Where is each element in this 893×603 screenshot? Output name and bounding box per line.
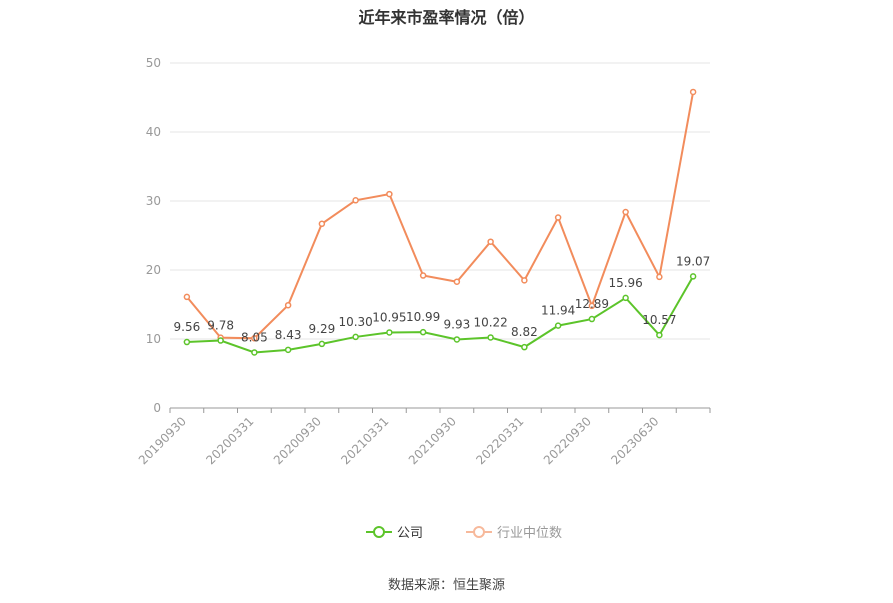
chart-title: 近年来市盈率情况（倍）	[358, 8, 535, 27]
x-tick-label: 20210930	[406, 414, 459, 467]
data-label: 12.89	[575, 297, 609, 311]
data-label: 8.43	[275, 328, 302, 342]
data-label: 9.29	[309, 322, 336, 336]
company-point	[588, 315, 596, 323]
data-source: 数据来源：恒生聚源	[387, 578, 505, 593]
company-point	[689, 273, 697, 280]
y-tick-label: 20	[146, 263, 161, 277]
company-point	[521, 343, 528, 351]
x-tick-label: 20200930	[271, 414, 324, 467]
industry-series-line	[186, 91, 695, 340]
company-series-line	[186, 275, 694, 354]
legend-industry-label: 行业中位数	[497, 526, 562, 541]
industry-point	[251, 335, 258, 342]
legend-company-label: 公司	[397, 526, 423, 541]
company-point	[622, 294, 629, 302]
company-point	[217, 337, 224, 344]
company-point	[656, 331, 663, 339]
data-label: 9.56	[174, 320, 201, 334]
industry-point	[352, 197, 359, 204]
y-tick-label: 10	[146, 332, 161, 346]
data-label: 11.94	[541, 304, 575, 318]
data-label: 10.95	[372, 310, 406, 324]
company-point	[183, 338, 191, 346]
company-point	[251, 349, 258, 356]
company-point	[487, 334, 494, 341]
x-tick-label: 20210331	[338, 414, 391, 467]
data-label: 19.07	[676, 254, 710, 268]
industry-point	[453, 278, 461, 285]
industry-point	[521, 277, 528, 284]
industry-point	[284, 301, 292, 309]
data-label: 10.99	[406, 310, 440, 324]
x-tick-label: 20220331	[473, 414, 526, 467]
data-label: 9.93	[444, 317, 471, 331]
industry-point	[318, 220, 326, 228]
industry-point	[656, 273, 663, 281]
legend-industry-marker	[473, 526, 485, 538]
x-tick-label: 20230630	[608, 414, 661, 467]
company-point	[554, 322, 562, 329]
data-label: 8.05	[241, 330, 268, 344]
data-label: 10.22	[473, 315, 507, 329]
industry-point	[183, 293, 191, 301]
y-tick-label: 30	[146, 194, 161, 208]
x-tick-label: 20200331	[203, 414, 256, 467]
data-label: 15.96	[608, 276, 642, 290]
industry-point	[689, 88, 697, 96]
legend-company-marker	[373, 526, 385, 538]
industry-point	[554, 214, 562, 221]
industry-point	[419, 272, 427, 279]
industry-point	[622, 208, 629, 216]
data-label: 10.30	[338, 315, 372, 329]
y-tick-label: 40	[146, 125, 161, 139]
industry-point	[386, 190, 393, 198]
company-point	[352, 333, 359, 341]
company-point	[284, 346, 292, 354]
company-point	[386, 329, 393, 336]
industry-point	[588, 302, 596, 310]
company-point	[419, 328, 427, 336]
company-point	[453, 336, 461, 343]
x-tick-label: 20220930	[541, 414, 594, 467]
y-tick-label: 50	[146, 56, 161, 70]
data-label: 10.57	[642, 313, 676, 327]
x-tick-label: 20190930	[136, 414, 189, 467]
data-label: 9.78	[207, 319, 234, 333]
industry-point	[487, 238, 494, 245]
y-tick-label: 0	[153, 401, 161, 415]
data-label: 8.82	[511, 325, 538, 339]
company-point	[318, 340, 326, 348]
